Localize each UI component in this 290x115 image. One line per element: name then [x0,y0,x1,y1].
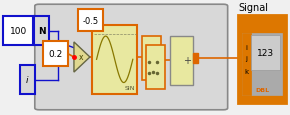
FancyBboxPatch shape [20,66,35,94]
Text: 123: 123 [257,48,274,57]
Text: x: x [78,53,83,62]
FancyBboxPatch shape [251,36,280,70]
FancyBboxPatch shape [242,33,251,95]
Text: j: j [245,56,247,62]
FancyBboxPatch shape [34,17,49,46]
FancyBboxPatch shape [170,37,193,85]
Text: 100: 100 [10,27,27,36]
Text: N: N [38,27,46,36]
FancyBboxPatch shape [193,53,198,64]
FancyBboxPatch shape [35,5,228,110]
FancyBboxPatch shape [146,46,165,90]
Text: i: i [245,44,247,50]
FancyBboxPatch shape [142,37,161,80]
Text: SIN: SIN [124,85,135,90]
Text: k: k [244,68,248,74]
FancyBboxPatch shape [238,16,286,104]
Text: -0.5: -0.5 [83,17,99,26]
Text: DBL: DBL [255,87,269,92]
Text: +: + [183,56,191,66]
FancyBboxPatch shape [78,10,103,32]
Text: 0.2: 0.2 [48,50,62,59]
Polygon shape [74,43,90,72]
FancyBboxPatch shape [92,25,137,94]
Text: Signal: Signal [239,3,269,13]
FancyBboxPatch shape [3,17,33,46]
FancyBboxPatch shape [242,33,282,95]
Text: i: i [26,75,28,84]
FancyBboxPatch shape [43,41,68,67]
